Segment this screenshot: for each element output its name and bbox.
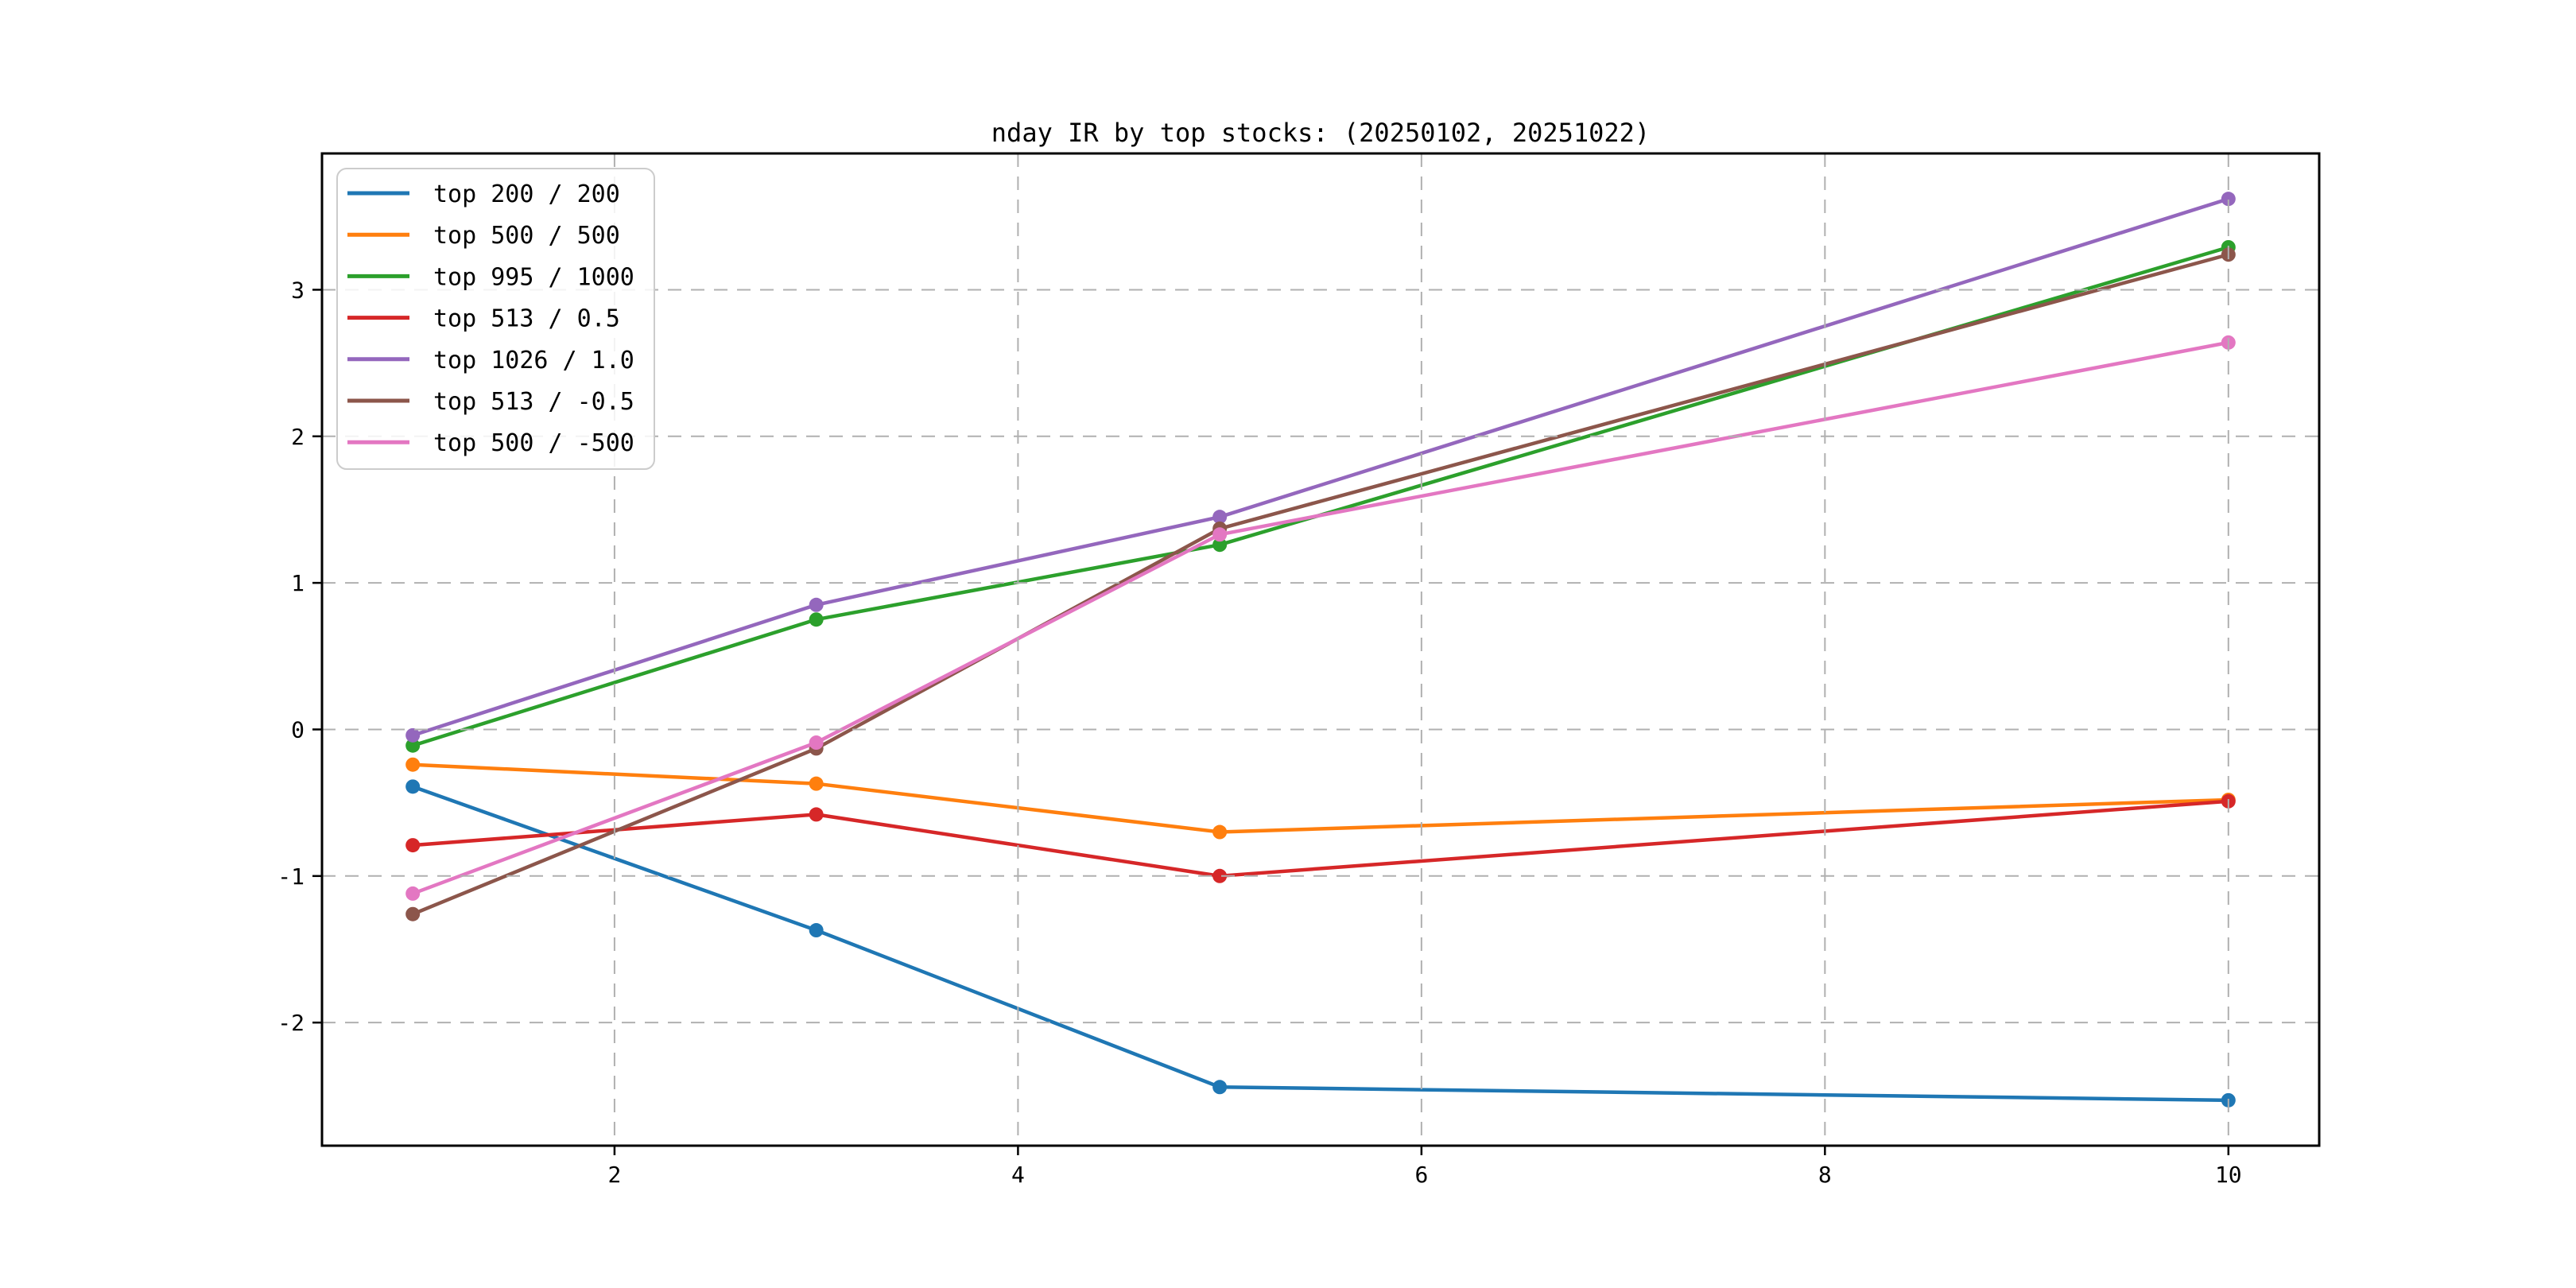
legend-label: top 500 / 500 <box>433 222 620 250</box>
legend-item: top 500 / 500 <box>347 222 620 250</box>
data-point-marker <box>809 597 824 612</box>
legend-label: top 1026 / 1.0 <box>433 347 634 374</box>
legend-item: top 500 / -500 <box>347 429 634 457</box>
series-line-3 <box>410 799 2231 879</box>
legend-box <box>336 168 655 470</box>
axes-layer: 2 4 6 8 10 -2 -1 0 1 2 3 <box>277 152 2321 1188</box>
y-tick-label: -2 <box>277 1010 305 1036</box>
legend-item: top 200 / 200 <box>347 180 620 208</box>
series-layer <box>405 192 2236 1108</box>
x-tick-label: 2 <box>607 1162 621 1188</box>
legend-label: top 500 / -500 <box>433 429 634 457</box>
legend: top 200 / 200 top 500 / 500 top 995 / 1000… <box>336 168 655 470</box>
data-point-marker <box>405 757 421 772</box>
plot-area-border <box>320 152 2321 1147</box>
data-point-marker <box>1212 868 1228 883</box>
series-line-5 <box>410 252 2231 916</box>
series-line-4 <box>410 196 2231 738</box>
legend-label: top 513 / -0.5 <box>433 388 634 416</box>
data-point-marker <box>1212 1080 1228 1095</box>
data-point-marker <box>405 738 421 753</box>
series-line-2 <box>410 245 2231 747</box>
x-tick-label: 4 <box>1011 1162 1025 1188</box>
y-tick-label: 0 <box>291 716 305 743</box>
data-point-marker <box>1212 510 1228 525</box>
legend-item: top 995 / 1000 <box>347 263 634 291</box>
chart-title: nday IR by top stocks: (20250102, 202510… <box>991 118 1650 148</box>
x-tick-label: 6 <box>1414 1162 1428 1188</box>
y-tick-label: 2 <box>291 424 305 450</box>
legend-label: top 513 / 0.5 <box>433 305 620 333</box>
legend-label: top 200 / 200 <box>433 180 620 208</box>
legend-label: top 995 / 1000 <box>433 263 634 291</box>
y-tick-label: 3 <box>291 277 305 303</box>
y-tick-label: 1 <box>291 570 305 596</box>
series-line-0 <box>410 785 2231 1103</box>
data-point-marker <box>2221 192 2236 207</box>
data-point-marker <box>809 923 824 938</box>
data-point-marker <box>1212 527 1228 542</box>
series-line-6 <box>410 340 2231 896</box>
data-point-marker <box>405 727 421 743</box>
data-point-marker <box>405 779 421 794</box>
data-point-marker <box>809 776 824 791</box>
data-point-marker <box>809 735 824 751</box>
data-point-marker <box>809 612 824 627</box>
data-point-marker <box>1212 537 1228 553</box>
data-point-marker <box>405 906 421 921</box>
legend-item: top 513 / 0.5 <box>347 305 620 333</box>
data-point-marker <box>809 807 824 822</box>
legend-item: top 1026 / 1.0 <box>347 347 634 374</box>
y-tick-label: -1 <box>277 863 305 890</box>
data-point-marker <box>405 886 421 901</box>
data-point-marker <box>1212 824 1228 840</box>
data-point-marker <box>405 838 421 853</box>
x-tick-label: 8 <box>1818 1162 1832 1188</box>
legend-item: top 513 / -0.5 <box>347 388 634 416</box>
x-tick-label: 10 <box>2215 1162 2242 1188</box>
